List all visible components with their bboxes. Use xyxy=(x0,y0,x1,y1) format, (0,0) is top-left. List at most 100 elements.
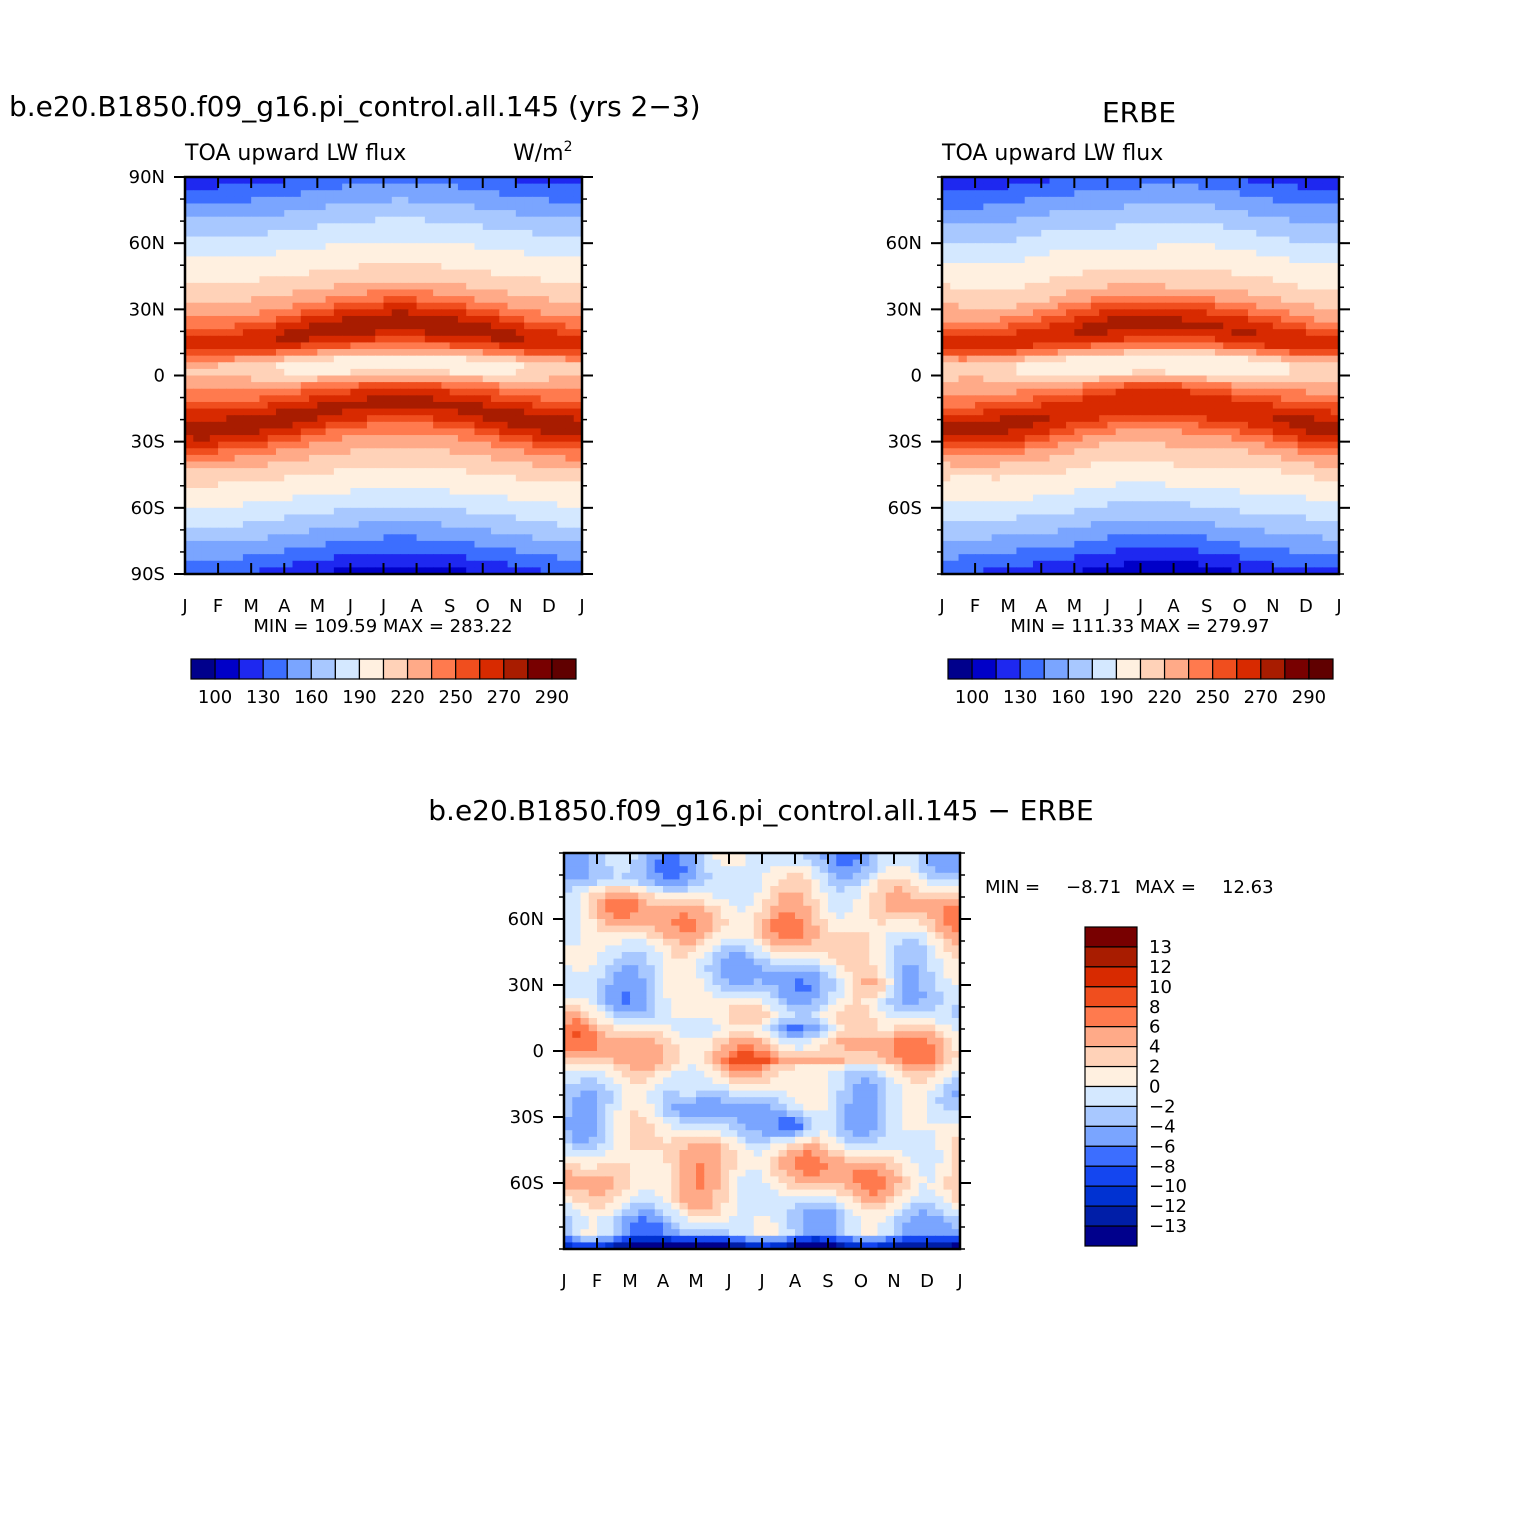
heatmap-cell xyxy=(565,296,575,304)
heatmap-cell xyxy=(267,435,277,443)
heatmap-cell xyxy=(474,567,484,575)
heatmap-cell xyxy=(573,487,583,496)
heatmap-cell xyxy=(1297,249,1307,257)
heatmap-cell xyxy=(1016,388,1026,396)
heatmap-cell xyxy=(267,249,277,257)
heatmap-cell xyxy=(1281,229,1290,238)
heatmap-cell xyxy=(966,296,976,304)
heatmap-cell xyxy=(1157,282,1166,291)
heatmap-cell xyxy=(499,560,509,568)
heatmap-cell xyxy=(193,547,203,555)
heatmap-cell xyxy=(366,401,376,410)
heatmap-cell xyxy=(391,216,401,224)
heatmap-cell xyxy=(1264,309,1274,317)
heatmap-cell xyxy=(991,296,1001,304)
heatmap-cell xyxy=(433,329,442,337)
heatmap-cell xyxy=(1314,408,1324,416)
heatmap-cell xyxy=(532,415,542,423)
heatmap-cell xyxy=(400,560,409,568)
heatmap-cell xyxy=(234,309,244,317)
heatmap-cell xyxy=(942,223,951,231)
heatmap-cell xyxy=(482,289,492,297)
heatmap-cell xyxy=(958,263,968,271)
heatmap-cell xyxy=(474,487,484,496)
heatmap-cell xyxy=(457,203,467,211)
heatmap-cell xyxy=(491,540,500,549)
heatmap-cell xyxy=(1082,236,1092,244)
heatmap-cell xyxy=(317,375,327,383)
heatmap-cell xyxy=(1281,435,1290,443)
heatmap-cell xyxy=(1231,210,1241,218)
heatmap-cell xyxy=(300,382,310,390)
x-tick-label: D xyxy=(542,596,556,617)
heatmap-cell xyxy=(950,329,960,337)
heatmap-cell xyxy=(1248,342,1257,350)
model-variable-label: TOA upward LW flux xyxy=(184,141,406,166)
heatmap-cell xyxy=(466,223,476,231)
heatmap-cell xyxy=(1214,256,1224,264)
heatmap-cell xyxy=(1231,249,1241,257)
heatmap-cell xyxy=(482,329,492,337)
heatmap-cell xyxy=(1074,249,1084,257)
heatmap-cell xyxy=(565,355,575,363)
heatmap-cell xyxy=(482,487,492,496)
heatmap-cell xyxy=(515,289,525,297)
heatmap-cell xyxy=(1206,355,1216,363)
heatmap-cell xyxy=(524,408,533,416)
heatmap-cell xyxy=(1190,276,1199,284)
heatmap-cell xyxy=(1132,329,1142,337)
colorbar-box xyxy=(334,658,361,680)
heatmap-cell xyxy=(966,335,976,344)
heatmap-cell xyxy=(342,256,352,264)
heatmap-cell xyxy=(1016,448,1026,456)
heatmap-cell xyxy=(507,428,517,436)
heatmap-cell xyxy=(350,236,360,244)
heatmap-cell xyxy=(292,282,302,291)
heatmap-cell xyxy=(1330,388,1340,396)
heatmap-cell xyxy=(1248,249,1257,257)
heatmap-cell xyxy=(234,269,244,277)
heatmap-cell xyxy=(966,368,976,377)
heatmap-cell xyxy=(524,461,533,469)
heatmap-cell xyxy=(1272,196,1282,205)
heatmap-cell xyxy=(383,554,393,562)
heatmap-cell xyxy=(226,342,236,350)
heatmap-cell xyxy=(1330,309,1340,317)
heatmap-cell xyxy=(416,368,426,377)
heatmap-cell xyxy=(1132,428,1142,436)
heatmap-cell xyxy=(1297,243,1307,251)
heatmap-cell xyxy=(284,448,294,456)
heatmap-cell xyxy=(557,329,567,337)
heatmap-cell xyxy=(292,421,302,430)
heatmap-cell xyxy=(242,388,252,396)
heatmap-cell xyxy=(375,256,385,264)
heatmap-cell xyxy=(540,382,550,390)
heatmap-cell xyxy=(1239,263,1249,271)
heatmap-cell xyxy=(449,256,459,264)
heatmap-cell xyxy=(1305,263,1315,271)
heatmap-cell xyxy=(1173,375,1183,383)
heatmap-cell xyxy=(317,441,327,449)
heatmap-cell xyxy=(507,309,517,317)
heatmap-cell xyxy=(185,203,194,211)
heatmap-cell xyxy=(1049,229,1059,238)
heatmap-cell xyxy=(1115,249,1125,257)
heatmap-cell xyxy=(193,349,203,357)
heatmap-cell xyxy=(251,342,261,350)
heatmap-cell xyxy=(259,527,269,535)
heatmap-cell xyxy=(284,435,294,443)
colorbar-box xyxy=(214,658,240,680)
heatmap-cell xyxy=(317,428,327,436)
heatmap-cell xyxy=(358,243,368,251)
heatmap-cell xyxy=(1148,428,1158,436)
heatmap-cell xyxy=(242,514,252,522)
heatmap-cell xyxy=(1132,249,1142,257)
heatmap-cell xyxy=(325,342,335,350)
heatmap-cell xyxy=(942,276,951,284)
heatmap-cell xyxy=(201,309,211,317)
heatmap-cell xyxy=(457,507,467,516)
heatmap-cell xyxy=(1305,183,1315,191)
heatmap-cell xyxy=(1214,349,1224,357)
heatmap-cell xyxy=(292,448,302,456)
heatmap-cell xyxy=(1181,236,1191,244)
